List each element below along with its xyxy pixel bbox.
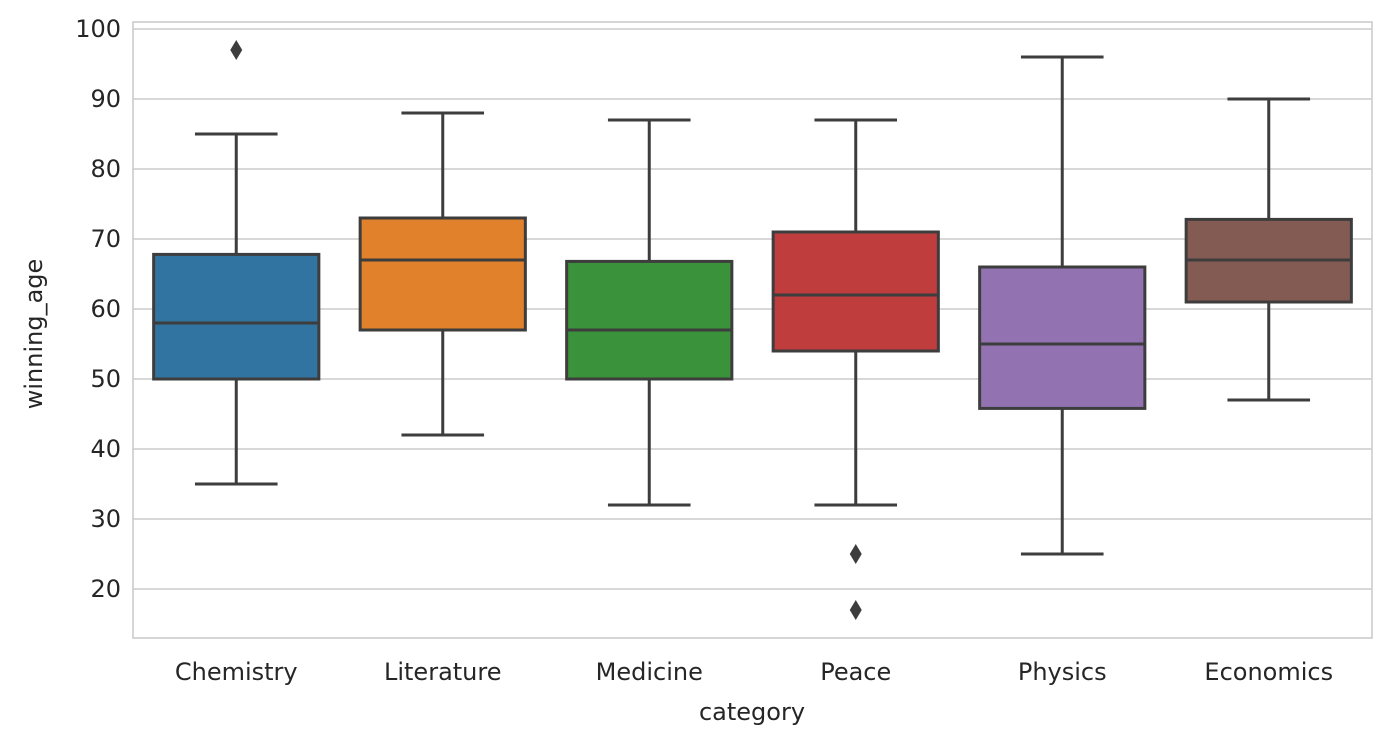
- plot-frame: [132, 21, 1373, 639]
- box-chemistry: [152, 40, 321, 486]
- outlier-chemistry-0: [230, 40, 243, 60]
- grid-lines: [133, 28, 1372, 590]
- y-tick-label-90: 90: [90, 85, 121, 113]
- box-body-medicine: [565, 259, 734, 381]
- box-peace: [771, 118, 940, 620]
- box-economics: [1184, 97, 1353, 402]
- boxes: [152, 40, 1353, 620]
- y-tick-labels: 20 30 40 50 60 70 80 90 100: [75, 15, 121, 603]
- y-tick-label-50: 50: [90, 365, 121, 393]
- x-tick-label-literature: Literature: [384, 658, 502, 686]
- x-tick-label-physics: Physics: [1018, 658, 1107, 686]
- x-tick-labels: Chemistry Literature Medicine Peace Physics E…: [175, 658, 1333, 686]
- outlier-peace-1: [849, 600, 862, 620]
- plot-border: [132, 21, 1373, 639]
- y-tick-label-80: 80: [90, 155, 121, 183]
- outlier-peace-0: [849, 544, 862, 564]
- y-tick-label-100: 100: [75, 15, 121, 43]
- box-physics: [978, 55, 1147, 556]
- y-tick-label-60: 60: [90, 295, 121, 323]
- y-tick-label-70: 70: [90, 225, 121, 253]
- y-tick-label-40: 40: [90, 435, 121, 463]
- y-tick-label-20: 20: [90, 575, 121, 603]
- box-medicine: [565, 118, 734, 507]
- box-body-chemistry: [152, 252, 321, 381]
- y-tick-label-30: 30: [90, 505, 121, 533]
- x-axis-label: category: [699, 698, 805, 726]
- x-tick-label-medicine: Medicine: [596, 658, 703, 686]
- y-axis-label: winning_age: [20, 259, 48, 410]
- box-body-physics: [978, 265, 1147, 410]
- x-tick-label-economics: Economics: [1204, 658, 1333, 686]
- x-tick-label-peace: Peace: [820, 658, 891, 686]
- x-tick-label-chemistry: Chemistry: [175, 658, 298, 686]
- box-body-literature: [358, 216, 527, 332]
- box-body-peace: [771, 230, 940, 353]
- box-literature: [358, 111, 527, 437]
